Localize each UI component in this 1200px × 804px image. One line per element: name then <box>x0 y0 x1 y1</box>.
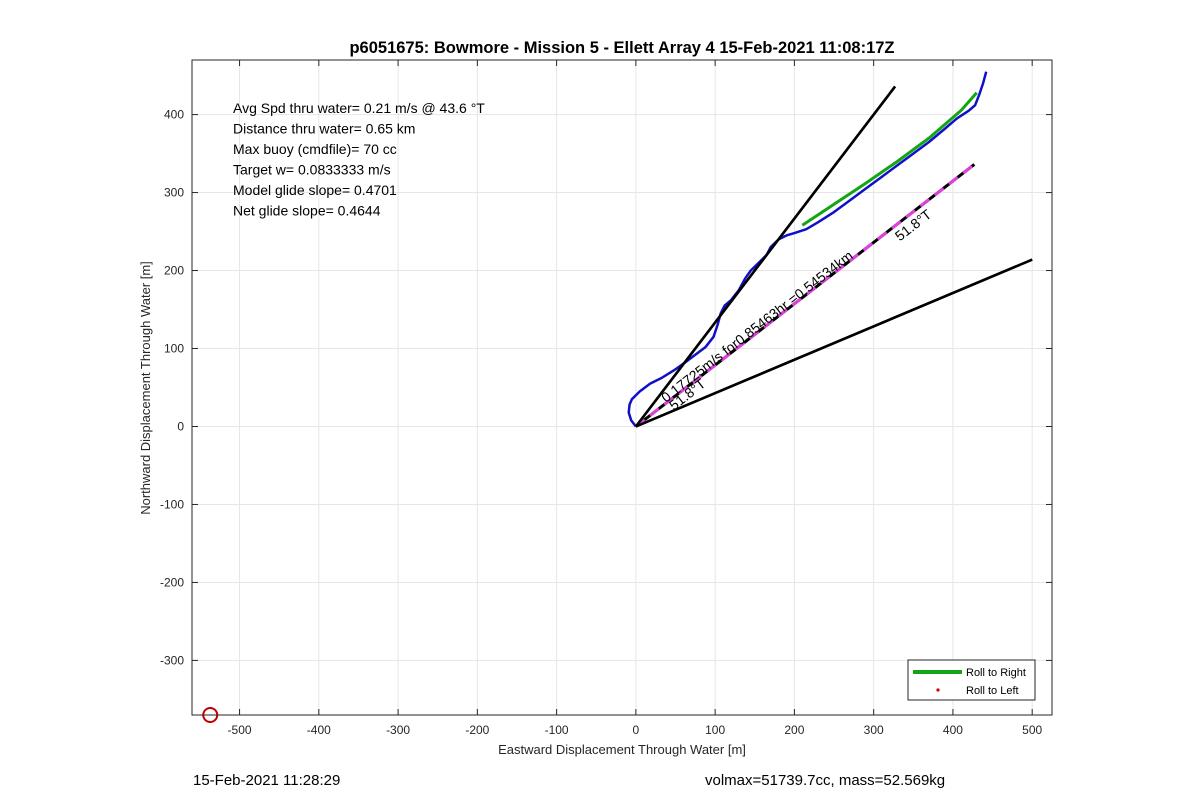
x-tick-label: -200 <box>465 723 489 737</box>
chart-title: p6051675: Bowmore - Mission 5 - Ellett A… <box>349 39 894 57</box>
y-tick-label: 200 <box>164 264 184 278</box>
x-axis-label: Eastward Displacement Through Water [m] <box>498 742 746 757</box>
legend: Roll to Right Roll to Left <box>907 659 1036 701</box>
y-tick-label: -300 <box>160 653 184 667</box>
axes: -500 -400 -300 -200 -100 0 100 200 300 400 500 -300… <box>160 60 1052 737</box>
x-tick-label: 400 <box>943 723 963 737</box>
grid <box>192 60 1052 715</box>
legend-roll-left-swatch <box>936 688 940 692</box>
bound-line-overlay <box>635 258 1033 428</box>
y-tick-label: 0 <box>177 419 184 433</box>
x-tick-label: -300 <box>386 723 410 737</box>
info-line: Target w= 0.0833333 m/s <box>233 162 391 178</box>
x-tick-label: -400 <box>307 723 331 737</box>
heading-line <box>634 163 976 428</box>
y-axis-label: Northward Displacement Through Water [m] <box>138 261 153 515</box>
legend-box <box>907 659 1036 701</box>
info-line: Max buoy (cmdfile)= 70 cc <box>233 141 397 157</box>
y-tick-label: 300 <box>164 186 184 200</box>
info-line: Net glide slope= 0.4644 <box>233 203 381 219</box>
info-line: Avg Spd thru water= 0.21 m/s @ 43.6 °T <box>233 100 485 116</box>
y-tick-label: -100 <box>160 497 184 511</box>
footer-volmax-mass: volmax=51739.7cc, mass=52.569kg <box>705 772 946 789</box>
x-tick-label: 300 <box>864 723 884 737</box>
x-tick-label: 500 <box>1022 723 1042 737</box>
info-text: Avg Spd thru water= 0.21 m/s @ 43.6 °T Di… <box>233 100 485 219</box>
legend-roll-right-label: Roll to Right <box>966 667 1026 679</box>
roll-right-series-line <box>801 91 978 227</box>
x-tick-label: 200 <box>784 723 804 737</box>
y-tick-label: 400 <box>164 108 184 122</box>
series-group <box>202 71 1033 723</box>
y-tick-label: 100 <box>164 342 184 356</box>
x-tick-label: 0 <box>633 723 640 737</box>
plot-frame <box>191 59 1053 716</box>
info-line: Distance thru water= 0.65 km <box>233 121 415 137</box>
x-tick-label: -500 <box>228 723 252 737</box>
info-line: Model glide slope= 0.4701 <box>233 182 397 198</box>
plot-area <box>192 60 1052 715</box>
x-tick-label: -100 <box>545 723 569 737</box>
footer-timestamp: 15-Feb-2021 11:28:29 <box>193 772 341 789</box>
legend-roll-left-label: Roll to Left <box>966 685 1019 697</box>
y-tick-label: -200 <box>160 575 184 589</box>
x-tick-label: 100 <box>705 723 725 737</box>
bound-line-overlay <box>634 85 897 428</box>
